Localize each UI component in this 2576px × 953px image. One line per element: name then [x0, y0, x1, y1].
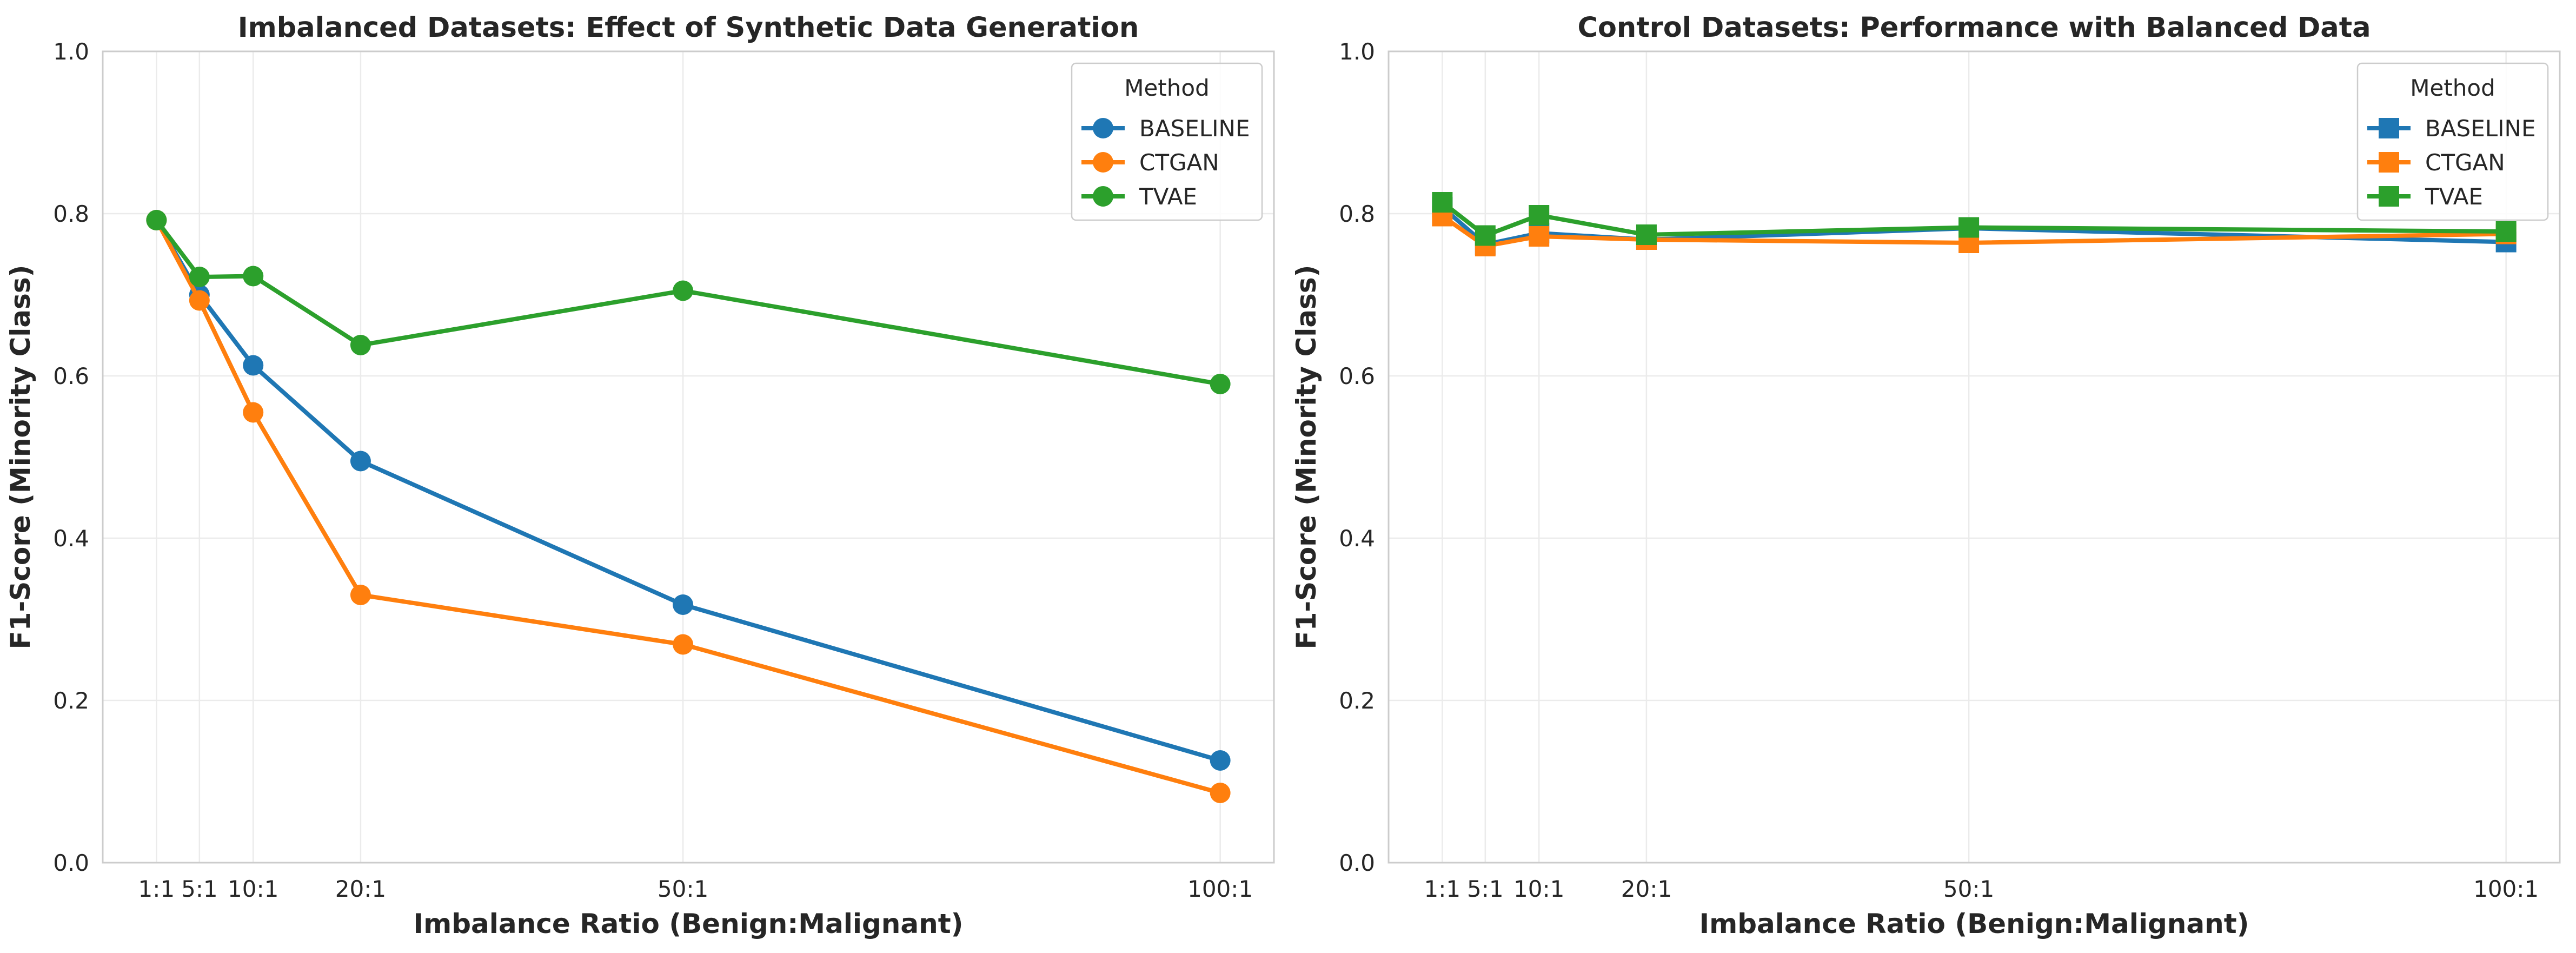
- x-axis-label: Imbalance Ratio (Benign:Malignant): [414, 908, 964, 939]
- legend-item-baseline: BASELINE: [2367, 115, 2535, 142]
- y-tick-label: 0.4: [53, 525, 89, 552]
- legend-marker: [2379, 118, 2399, 138]
- series-tvae: [1432, 192, 2517, 246]
- x-tick-label: 10:1: [1513, 876, 1564, 902]
- legend-item-tvae: TVAE: [1081, 183, 1197, 210]
- legend-item-tvae: TVAE: [2367, 183, 2483, 210]
- y-tick-label: 1.0: [1339, 38, 1375, 65]
- x-tick-label: 20:1: [1621, 876, 1672, 902]
- legend: Method BASELINE CTGAN TVAE: [2356, 62, 2549, 221]
- legend-label: TVAE: [1139, 183, 1197, 210]
- legend-marker: [2379, 152, 2399, 173]
- data-point: [673, 634, 694, 655]
- y-tick-label: 0.8: [53, 201, 89, 227]
- x-tick-label: 100:1: [1187, 876, 1253, 902]
- data-point: [673, 280, 694, 301]
- data-point: [1432, 192, 1453, 213]
- chart-title: Imbalanced Datasets: Effect of Synthetic…: [238, 12, 1139, 44]
- y-tick-label: 0.4: [1339, 525, 1375, 552]
- data-point: [1210, 374, 1231, 394]
- legend-marker: [2379, 186, 2399, 207]
- data-point: [673, 594, 694, 615]
- series-line: [155, 219, 1221, 386]
- legend-label: BASELINE: [2425, 115, 2535, 142]
- plot-frame: [102, 50, 1275, 864]
- y-tick-label: 0.2: [53, 687, 89, 714]
- legend-marker: [1093, 186, 1113, 207]
- chart-imbalanced: 0.0 0.2 0.4 0.6 0.8 1.0 1:1 5:1 10:1 20:1 50:1 100:…: [5, 12, 1275, 939]
- y-tick-label: 0.0: [1339, 850, 1375, 876]
- chart-control: 0.0 0.2 0.4 0.6 0.8 1.0 1:1 5:1 10:1 20:1 50:1 100:…: [1291, 12, 2561, 939]
- legend-label: BASELINE: [1139, 115, 1250, 142]
- data-point: [1636, 224, 1657, 245]
- legend-title: Method: [1124, 75, 1210, 101]
- y-tick-label: 1.0: [53, 38, 89, 65]
- legend-label: TVAE: [2425, 183, 2483, 210]
- data-point: [1210, 783, 1231, 803]
- legend-box: [1071, 62, 1263, 221]
- legend-title: Method: [2410, 75, 2495, 101]
- series-tvae: [146, 210, 1231, 394]
- data-point: [1958, 217, 1980, 238]
- x-tick-label: 20:1: [335, 876, 386, 902]
- data-point: [146, 210, 167, 230]
- data-point: [350, 335, 371, 355]
- data-point: [350, 451, 371, 472]
- data-point: [1475, 225, 1496, 246]
- data-point: [189, 290, 210, 311]
- data-point: [2495, 221, 2517, 242]
- data-point: [189, 267, 210, 287]
- x-tick-label: 5:1: [1467, 876, 1504, 902]
- y-tick-label: 0.2: [1339, 687, 1375, 714]
- data-point: [243, 266, 264, 287]
- legend-box: [2356, 62, 2549, 221]
- x-tick-label: 100:1: [2473, 876, 2539, 902]
- y-tick-label: 0.6: [53, 363, 89, 389]
- chart-title: Control Datasets: Performance with Balan…: [1577, 12, 2371, 44]
- legend-marker: [1093, 118, 1113, 138]
- y-tick-label: 0.6: [1339, 363, 1375, 389]
- legend-item-ctgan: CTGAN: [2367, 149, 2505, 176]
- legend-item-baseline: BASELINE: [1081, 115, 1250, 142]
- y-axis-label: F1-Score (Minority Class): [5, 264, 36, 649]
- x-tick-label: 10:1: [228, 876, 278, 902]
- data-point: [1529, 226, 1550, 247]
- x-tick-label: 1:1: [1424, 876, 1461, 902]
- y-tick-label: 0.0: [53, 850, 89, 876]
- y-tick-label: 0.8: [1339, 201, 1375, 227]
- x-tick-label: 50:1: [658, 876, 708, 902]
- legend-item-ctgan: CTGAN: [1081, 149, 1219, 176]
- legend-marker: [1093, 152, 1113, 173]
- x-tick-label: 1:1: [138, 876, 175, 902]
- x-axis-label: Imbalance Ratio (Benign:Malignant): [1699, 908, 2249, 939]
- data-point: [243, 355, 264, 376]
- plot-frame: [1387, 50, 2561, 864]
- legend-label: CTGAN: [1139, 149, 1219, 176]
- legend: Method BASELINE CTGAN TVAE: [1071, 62, 1263, 221]
- x-tick-label: 5:1: [181, 876, 218, 902]
- series-line: [154, 219, 1221, 795]
- data-point: [350, 585, 371, 605]
- y-axis-label: F1-Score (Minority Class): [1291, 264, 1322, 649]
- data-point: [243, 402, 264, 423]
- data-point: [1210, 750, 1231, 771]
- x-tick-label: 50:1: [1943, 876, 1994, 902]
- data-point: [1529, 205, 1550, 226]
- legend-label: CTGAN: [2425, 149, 2505, 176]
